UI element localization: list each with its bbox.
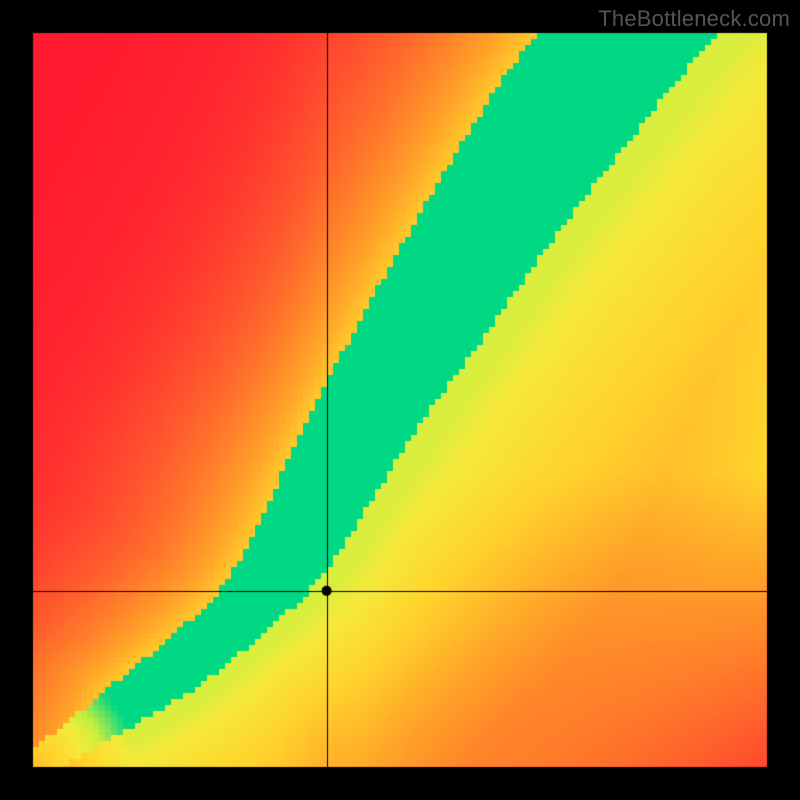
chart-container: TheBottleneck.com <box>0 0 800 800</box>
bottleneck-heatmap <box>0 0 800 800</box>
watermark-text: TheBottleneck.com <box>598 6 790 32</box>
